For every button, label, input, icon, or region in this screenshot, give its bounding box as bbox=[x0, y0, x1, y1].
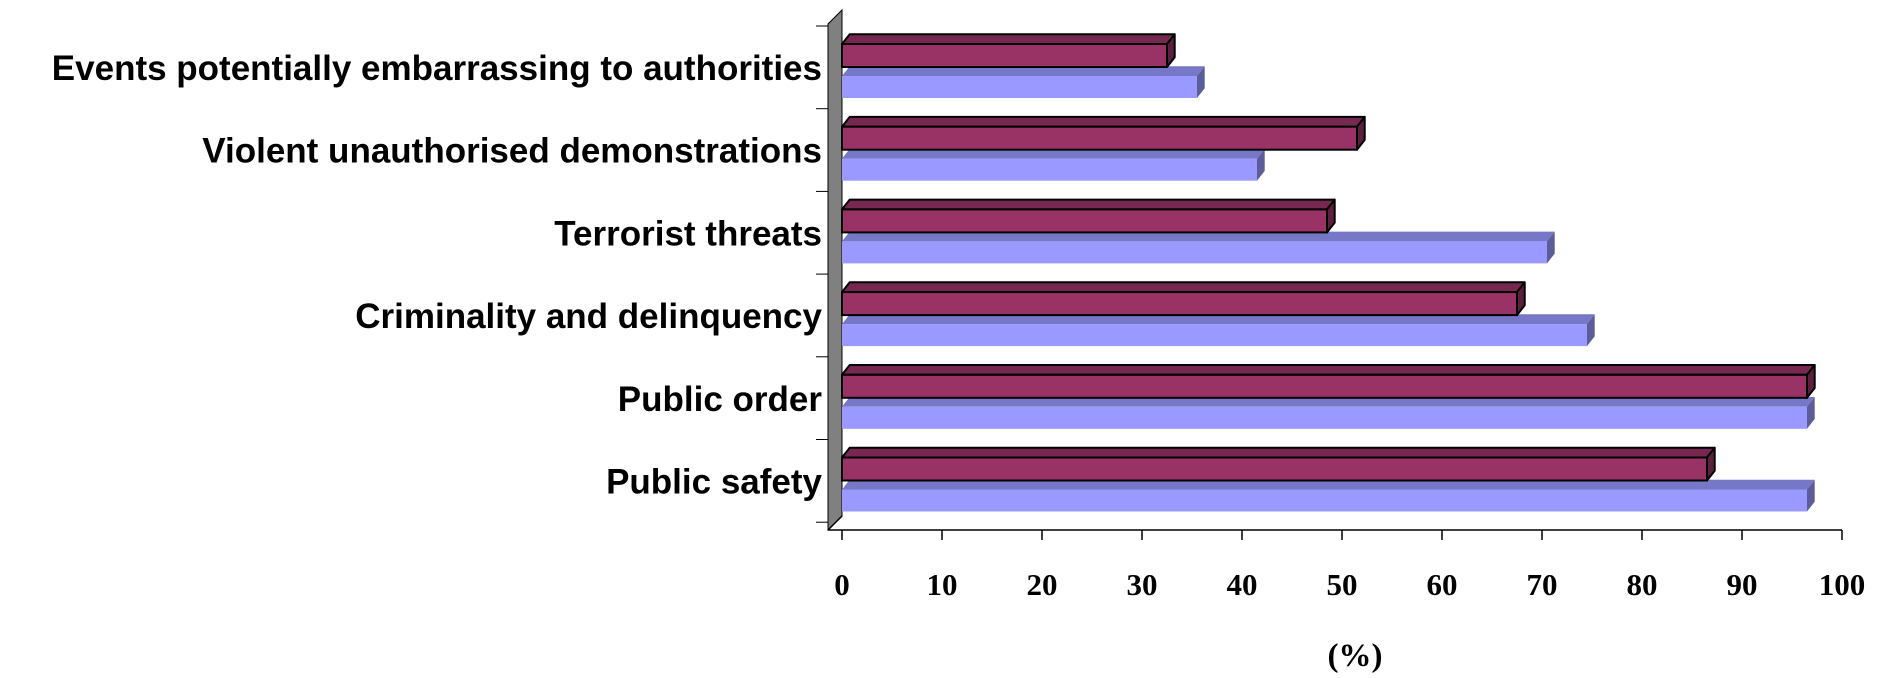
floor-edge bbox=[827, 515, 843, 531]
x-tick-label: 50 bbox=[1327, 567, 1358, 602]
category-label: Terrorist threats bbox=[554, 214, 822, 253]
x-tick-label: 80 bbox=[1627, 567, 1658, 602]
category-label: Public safety bbox=[606, 463, 822, 502]
category-label: Public order bbox=[618, 380, 823, 419]
bars bbox=[841, 33, 1816, 512]
x-tick-label: 90 bbox=[1727, 567, 1758, 602]
x-tick-labels: 0 10 20 30 40 50 60 70 80 90 100 bbox=[834, 567, 1865, 602]
bar-series-2 bbox=[842, 314, 1595, 347]
bar-series-2 bbox=[842, 397, 1815, 429]
bar-series-2 bbox=[842, 148, 1265, 181]
bar-series-1 bbox=[841, 446, 1716, 482]
x-tick-label: 100 bbox=[1819, 567, 1866, 602]
category-label: Violent unauthorised demonstrations bbox=[202, 132, 822, 171]
x-tick-label: 70 bbox=[1527, 567, 1558, 602]
bar-series-2 bbox=[842, 231, 1555, 264]
x-tick-label: 20 bbox=[1027, 567, 1058, 602]
bar-series-2 bbox=[842, 479, 1815, 512]
x-tick-label: 10 bbox=[927, 567, 958, 602]
x-tick-label: 30 bbox=[1127, 567, 1158, 602]
bar-series-1 bbox=[841, 364, 1816, 399]
x-axis-title: (%) bbox=[1328, 638, 1383, 674]
x-tick-label: 40 bbox=[1227, 567, 1258, 602]
bar-series-2 bbox=[842, 66, 1205, 98]
category-label: Events potentially embarrassing to autho… bbox=[52, 49, 822, 88]
category-labels: Events potentially embarrassing to autho… bbox=[52, 49, 823, 502]
x-tick-label: 60 bbox=[1427, 567, 1458, 602]
side-wall bbox=[827, 8, 843, 532]
x-tick-label: 0 bbox=[834, 567, 850, 602]
bar-series-1 bbox=[841, 33, 1176, 68]
chart-back-wall bbox=[827, 8, 843, 532]
bar-series-1 bbox=[841, 281, 1526, 317]
category-label: Criminality and delinquency bbox=[355, 297, 822, 336]
bar-series-1 bbox=[841, 115, 1366, 151]
bar-series-1 bbox=[841, 198, 1336, 234]
x-axis bbox=[816, 25, 1843, 540]
